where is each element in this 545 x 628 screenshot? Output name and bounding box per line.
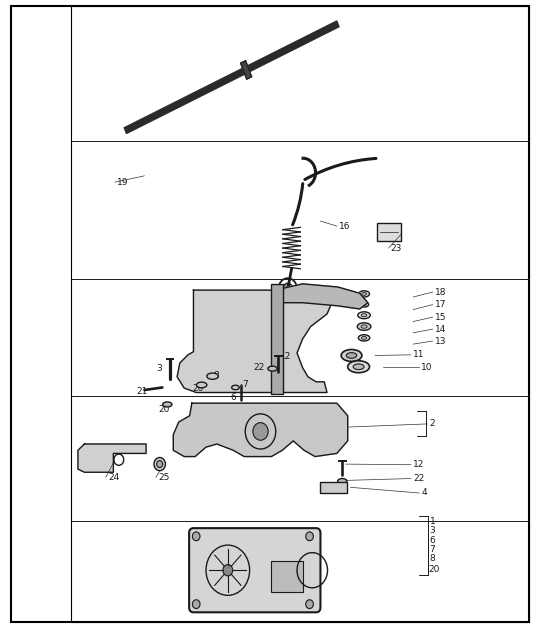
Text: 14: 14 (435, 325, 446, 333)
Ellipse shape (338, 479, 347, 484)
Ellipse shape (358, 312, 371, 319)
FancyBboxPatch shape (320, 482, 347, 493)
Text: 23: 23 (391, 244, 402, 252)
Ellipse shape (362, 293, 366, 295)
Text: 24: 24 (108, 473, 119, 482)
Circle shape (306, 600, 313, 609)
Polygon shape (173, 403, 348, 457)
Text: 3: 3 (156, 364, 162, 373)
Ellipse shape (232, 385, 239, 389)
Ellipse shape (359, 335, 370, 341)
Text: 22: 22 (253, 363, 265, 372)
Text: 25: 25 (158, 473, 169, 482)
Circle shape (192, 600, 200, 609)
Bar (271, 561, 303, 592)
Text: 21: 21 (136, 387, 148, 396)
Ellipse shape (347, 352, 357, 358)
Ellipse shape (361, 314, 367, 317)
Polygon shape (240, 61, 252, 79)
Text: 1: 1 (429, 517, 435, 526)
Text: 2: 2 (429, 420, 435, 428)
Polygon shape (78, 444, 146, 472)
Text: 11: 11 (413, 350, 425, 359)
FancyBboxPatch shape (377, 223, 401, 241)
Text: 15: 15 (435, 313, 446, 322)
Circle shape (192, 532, 200, 541)
Text: 7: 7 (429, 545, 435, 554)
Bar (271, 284, 283, 394)
Text: 10: 10 (421, 363, 433, 372)
Text: 18: 18 (435, 288, 446, 296)
Ellipse shape (196, 382, 207, 387)
Ellipse shape (163, 402, 172, 407)
Text: 6: 6 (429, 536, 435, 544)
Polygon shape (275, 284, 368, 309)
Ellipse shape (361, 337, 367, 339)
Text: 7: 7 (242, 380, 248, 389)
Text: 3: 3 (429, 526, 435, 535)
Text: 12: 12 (413, 460, 425, 469)
Text: 17: 17 (435, 300, 446, 309)
Ellipse shape (157, 460, 163, 467)
Circle shape (253, 423, 268, 440)
Ellipse shape (154, 457, 166, 471)
Text: 8: 8 (429, 555, 435, 563)
Text: 16: 16 (339, 222, 350, 230)
Text: 13: 13 (435, 337, 446, 345)
Ellipse shape (359, 291, 370, 297)
Text: 22: 22 (413, 474, 425, 483)
Ellipse shape (360, 302, 368, 307)
Polygon shape (124, 21, 339, 134)
Ellipse shape (353, 364, 364, 369)
Text: 12: 12 (280, 352, 291, 361)
Polygon shape (177, 290, 332, 392)
FancyBboxPatch shape (189, 528, 320, 612)
Text: 8: 8 (214, 371, 220, 380)
Text: 20: 20 (428, 565, 440, 574)
Ellipse shape (358, 323, 371, 330)
Circle shape (283, 283, 293, 295)
Ellipse shape (361, 325, 367, 328)
Text: 19: 19 (117, 178, 129, 187)
Ellipse shape (341, 349, 362, 361)
Text: 4: 4 (421, 489, 427, 497)
Ellipse shape (348, 360, 370, 373)
Circle shape (223, 565, 233, 576)
Ellipse shape (207, 373, 218, 379)
Ellipse shape (268, 366, 277, 371)
Text: 20: 20 (192, 384, 204, 392)
Text: 20: 20 (159, 405, 170, 414)
Text: 6: 6 (230, 393, 236, 402)
Ellipse shape (362, 303, 366, 306)
Circle shape (306, 532, 313, 541)
Bar (71, 6, 529, 622)
